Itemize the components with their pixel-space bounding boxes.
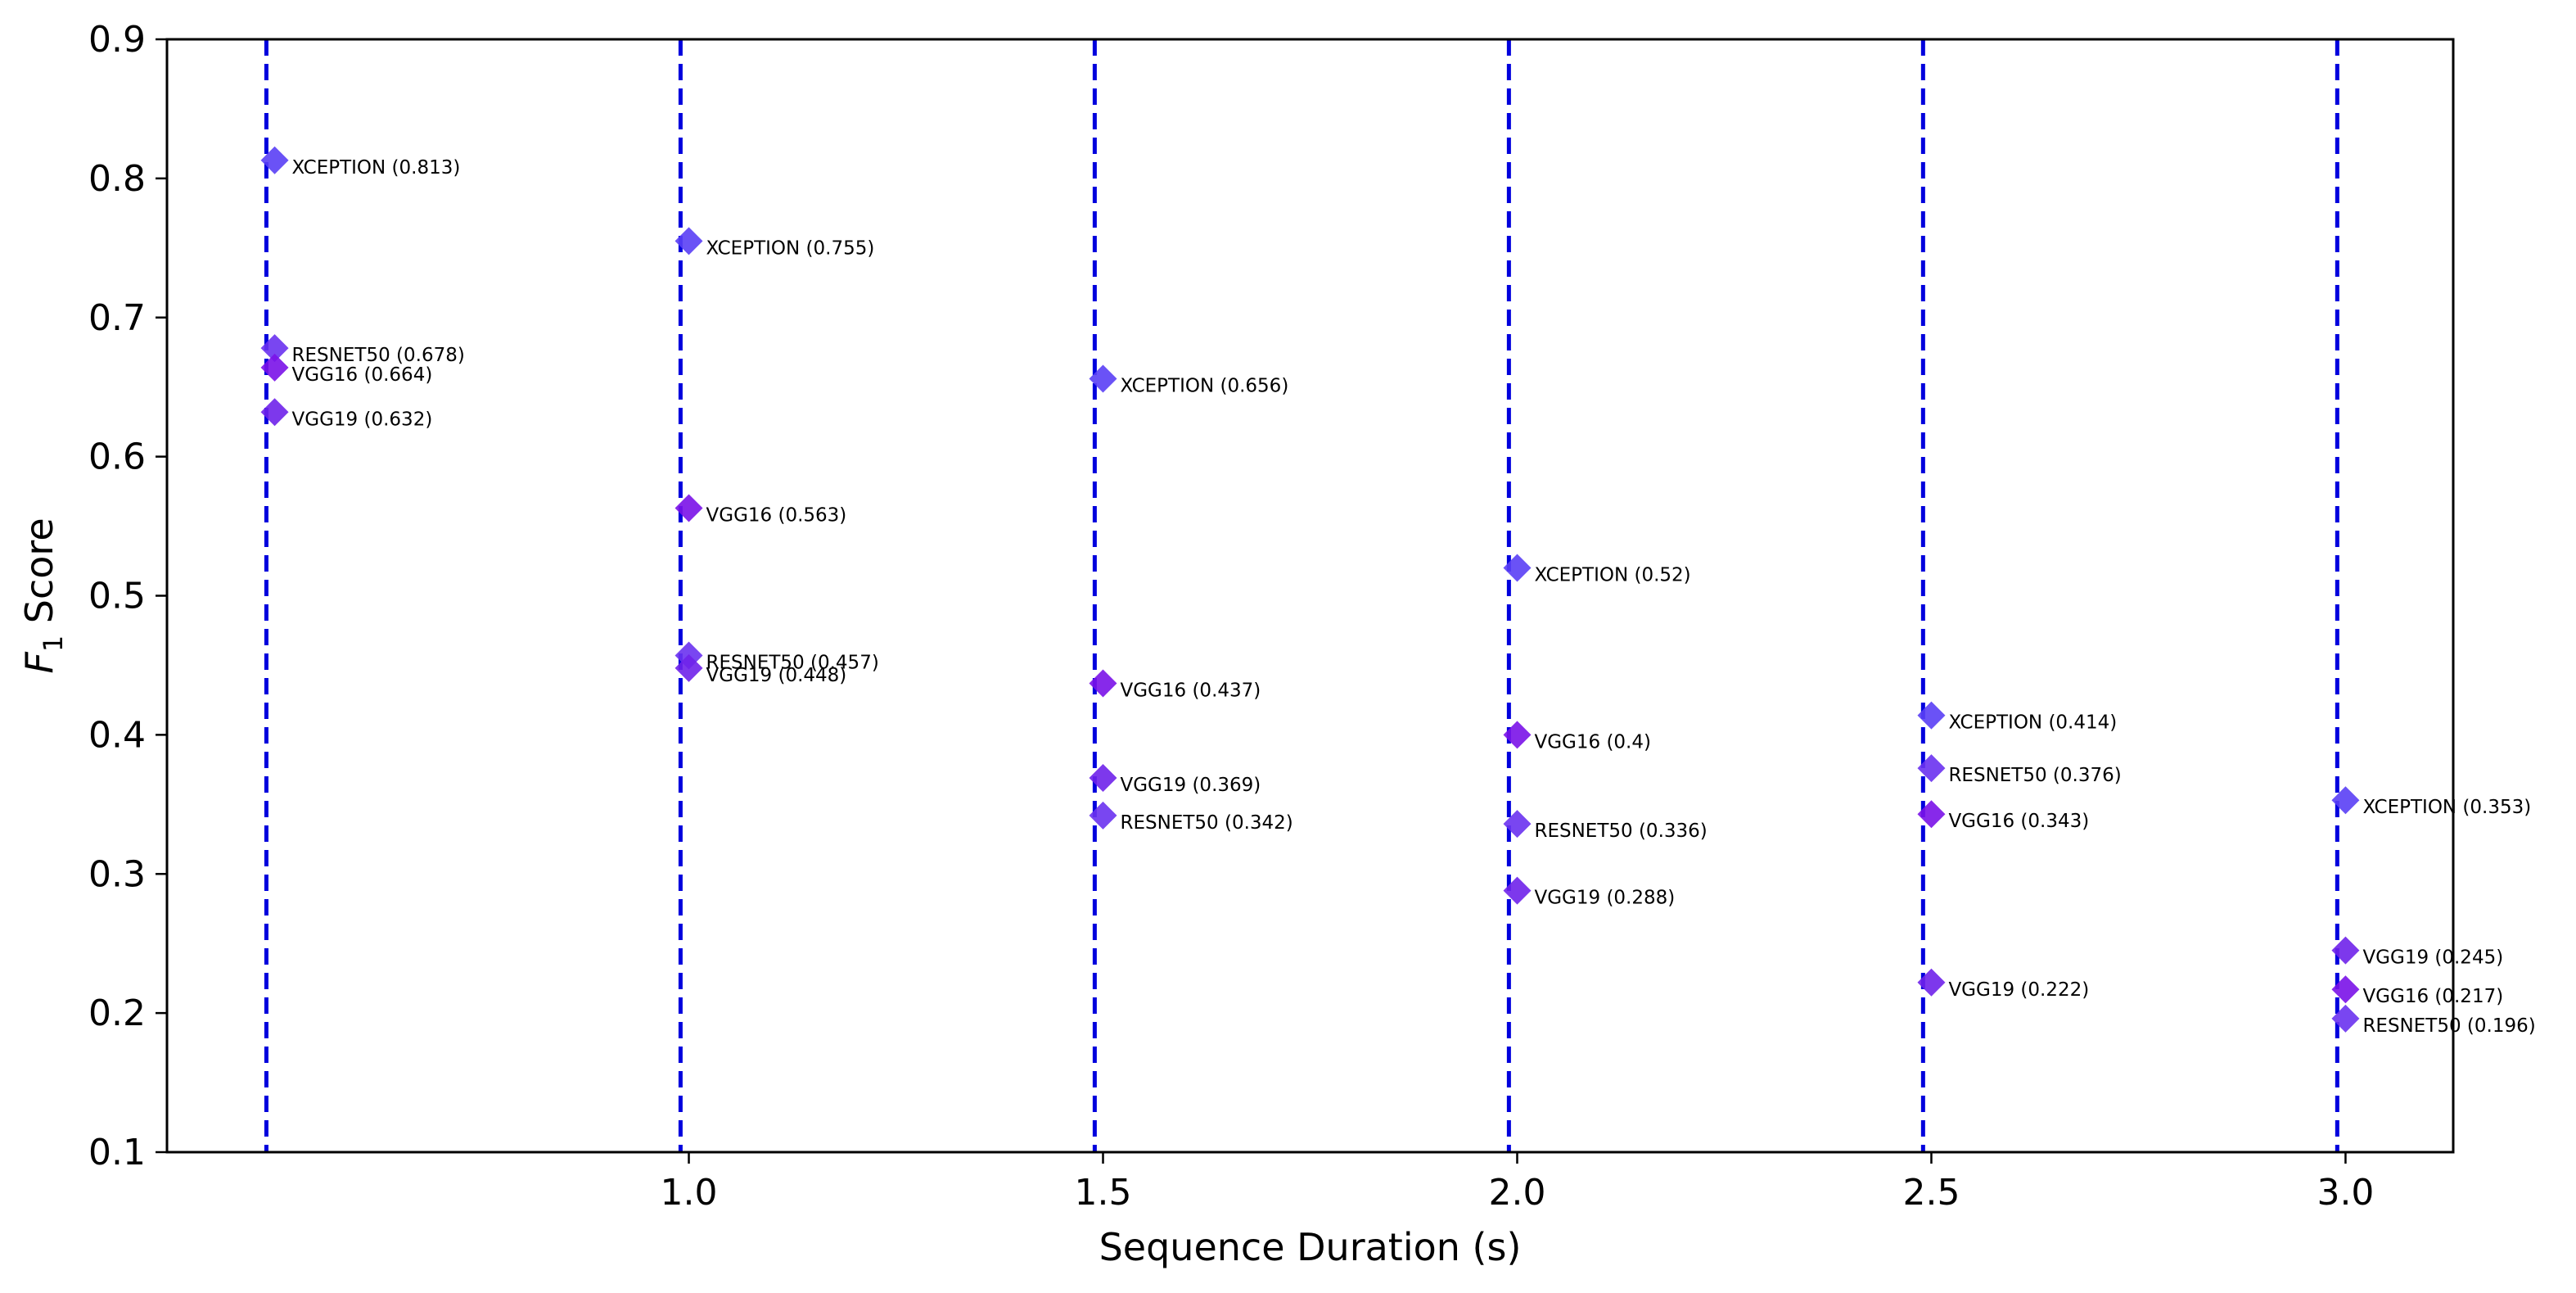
data-point-label: RESNET50 (0.336) (1534, 821, 1707, 842)
data-point-marker (1503, 721, 1532, 749)
data-point-label: VGG19 (0.632) (292, 409, 433, 430)
y-tick-label: 0.5 (88, 576, 146, 617)
x-tick-label: 2.0 (1488, 1172, 1545, 1214)
data-point-label: XCEPTION (0.353) (2362, 797, 2531, 818)
data-point-label: XCEPTION (0.414) (1948, 712, 2117, 734)
data-point-label: RESNET50 (0.376) (1948, 765, 2121, 786)
data-point-label: VGG16 (0.343) (1948, 811, 2089, 832)
data-points (260, 146, 2360, 1033)
x-axis-label: Sequence Duration (s) (1099, 1225, 1522, 1269)
x-axis-ticks: 1.0 1.5 2.0 2.5 3.0 (661, 1152, 2374, 1214)
data-point-marker (674, 494, 703, 522)
data-point-marker (2331, 936, 2360, 965)
data-point-marker (260, 353, 289, 382)
data-point-label: XCEPTION (0.656) (1121, 375, 1289, 396)
y-tick-label: 0.4 (88, 714, 146, 756)
data-point-label: VGG19 (0.288) (1534, 888, 1675, 909)
data-point-label: XCEPTION (0.813) (292, 157, 461, 179)
data-point-label: VGG19 (0.448) (706, 665, 847, 686)
data-point-marker (2331, 786, 2360, 815)
data-point-label: VGG16 (0.4) (1534, 731, 1650, 753)
data-point-marker (1503, 554, 1532, 582)
data-point-label: VGG19 (0.369) (1121, 775, 1261, 796)
data-point-label: VGG16 (0.437) (1121, 680, 1261, 702)
data-point-marker (1917, 701, 1946, 730)
data-point-marker (1503, 876, 1532, 905)
vertical-guide-lines (264, 39, 2339, 1152)
data-point-label: VGG19 (0.245) (2362, 947, 2503, 969)
data-point-marker (674, 227, 703, 255)
y-tick-label: 0.2 (88, 992, 146, 1034)
data-point-label: XCEPTION (0.52) (1534, 565, 1690, 586)
data-point-marker (674, 653, 703, 682)
data-point-marker (1089, 764, 1117, 793)
data-point-labels: XCEPTION (0.813)RESNET50 (0.678)VGG16 (0… (292, 157, 2536, 1037)
data-point-marker (2331, 975, 2360, 1004)
data-point-label: VGG16 (0.664) (292, 364, 433, 386)
y-tick-label: 0.3 (88, 853, 146, 895)
y-axis-label-main: F (17, 652, 61, 674)
y-tick-label: 0.9 (88, 19, 146, 61)
data-point-marker (1917, 754, 1946, 783)
y-tick-label: 0.1 (88, 1132, 146, 1173)
data-point-marker (1089, 801, 1117, 830)
y-axis-label: F1 Score (17, 518, 69, 673)
data-point-label: VGG19 (0.222) (1948, 979, 2089, 1001)
x-tick-label: 1.5 (1075, 1172, 1132, 1214)
x-tick-label: 1.0 (661, 1172, 718, 1214)
data-point-marker (1503, 810, 1532, 839)
data-point-marker (260, 398, 289, 427)
data-point-marker (1917, 968, 1946, 997)
data-point-marker (2331, 1004, 2360, 1033)
y-axis-ticks: 0.1 0.2 0.3 0.4 0.5 0.6 0.7 0.8 0.9 (88, 19, 167, 1173)
data-point-marker (260, 334, 289, 363)
data-point-marker (1089, 364, 1117, 393)
y-axis-label-rest: Score (17, 518, 61, 635)
x-tick-label: 3.0 (2317, 1172, 2374, 1214)
y-axis-label-subscript: 1 (38, 635, 69, 652)
data-point-marker (1917, 800, 1946, 829)
x-tick-label: 2.5 (1902, 1172, 1960, 1214)
data-point-marker (1089, 669, 1117, 698)
data-point-marker (260, 146, 289, 174)
data-point-label: RESNET50 (0.457) (706, 653, 879, 674)
y-tick-label: 0.6 (88, 436, 146, 478)
data-point-label: RESNET50 (0.342) (1121, 812, 1293, 834)
data-point-label: VGG16 (0.563) (706, 504, 847, 526)
data-point-label: RESNET50 (0.196) (2362, 1015, 2535, 1037)
y-tick-label: 0.7 (88, 297, 146, 339)
y-tick-label: 0.8 (88, 158, 146, 200)
data-point-label: XCEPTION (0.755) (706, 237, 875, 259)
data-point-label: RESNET50 (0.678) (292, 345, 465, 366)
data-point-label: VGG16 (0.217) (2362, 986, 2503, 1007)
